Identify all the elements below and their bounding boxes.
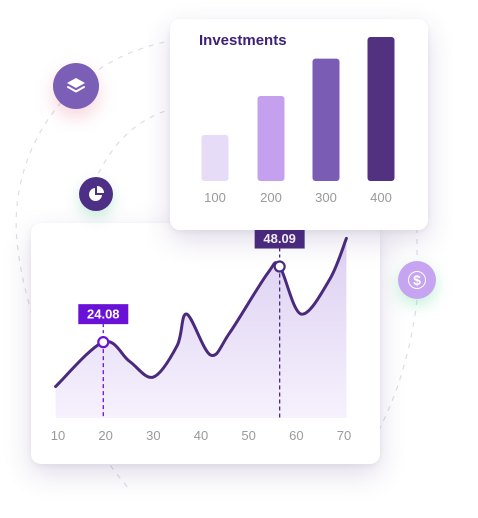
x-tick-label: 60 xyxy=(289,428,303,443)
dollar-icon: $ xyxy=(408,271,426,289)
x-tick-label: 40 xyxy=(194,428,208,443)
layers-icon-bubble xyxy=(53,63,99,109)
bar-chart: 100 200 300 400 xyxy=(201,37,395,205)
pie-chart-icon-bubble xyxy=(79,177,113,211)
annotation-label-box xyxy=(78,304,129,325)
annotation-label-box xyxy=(254,228,305,249)
bar-tick-label: 300 xyxy=(315,190,337,205)
line-area-chart-card: 24.08 48.09 10 20 30 40 50 60 70 xyxy=(31,223,380,464)
annotation-point xyxy=(97,336,110,349)
layers-icon xyxy=(67,78,85,93)
dollar-icon-bubble: $ xyxy=(398,261,436,299)
pie-chart-icon xyxy=(89,186,104,201)
annotation-label: 24.08 xyxy=(87,307,120,322)
bar-tick-label: 200 xyxy=(260,190,282,205)
bar-300 xyxy=(312,58,340,181)
x-tick-label: 10 xyxy=(51,428,65,443)
annotation-label: 48.09 xyxy=(263,231,296,246)
bar-100 xyxy=(201,134,229,181)
area-fill xyxy=(55,238,347,418)
bar-200 xyxy=(257,96,285,181)
x-tick-label: 30 xyxy=(146,428,160,443)
bar-tick-label: 100 xyxy=(204,190,226,205)
chart-title: Investments xyxy=(199,32,287,49)
series-line xyxy=(54,236,348,388)
x-tick-label: 70 xyxy=(337,428,351,443)
area-chart: 24.08 48.09 10 20 30 40 50 60 70 xyxy=(51,228,351,443)
bar-400 xyxy=(367,37,395,181)
x-tick-label: 20 xyxy=(98,428,112,443)
annotation-point xyxy=(273,260,286,273)
investments-bar-chart-card: Investments 100 200 300 400 xyxy=(170,19,428,230)
x-tick-label: 50 xyxy=(241,428,255,443)
bar-tick-label: 400 xyxy=(370,190,392,205)
